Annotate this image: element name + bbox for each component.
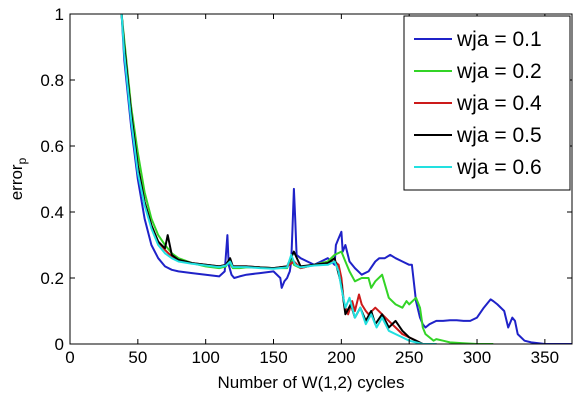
y-tick-label: 0	[55, 335, 64, 354]
x-axis-label: Number of W(1,2) cycles	[217, 373, 404, 392]
legend-entry-label: wja = 0.2	[456, 60, 542, 83]
ticks-layer: 0 50 100 150 200 250 300 350 0 0.2 0.4 0.6 0.8 1	[40, 5, 572, 367]
y-tick-label: 0.8	[40, 71, 64, 90]
y-tick-label: 0.4	[40, 203, 64, 222]
x-tick-label: 150	[259, 348, 287, 367]
x-tick-label: 250	[395, 348, 423, 367]
x-tick-label: 200	[327, 348, 355, 367]
y-axis-label: errorp	[7, 157, 29, 200]
series-line-5	[120, 14, 437, 344]
series-line-2	[120, 14, 494, 344]
x-tick-label: 0	[65, 348, 74, 367]
x-tick-label: 50	[128, 348, 147, 367]
legend-entry-label: wja = 0.5	[456, 124, 542, 147]
legend-entry-label: wja = 0.6	[456, 156, 542, 179]
y-tick-label: 0.6	[40, 137, 64, 156]
x-tick-label: 350	[531, 348, 559, 367]
legend-entry-label: wja = 0.4	[456, 92, 542, 115]
legend-entry-label: wja = 0.1	[456, 28, 542, 51]
legend: wja = 0.1 wja = 0.2 wja = 0.4 wja = 0.5 wja …	[403, 15, 571, 191]
axes-frame	[69, 13, 573, 345]
y-axis-label-sub: p	[15, 157, 29, 164]
y-tick-label: 1	[55, 5, 64, 24]
series-line-4	[120, 14, 437, 344]
x-tick-label: 300	[463, 348, 491, 367]
y-tick-label: 0.2	[40, 269, 64, 288]
series-line-3	[120, 14, 437, 344]
series-layer	[120, 14, 572, 344]
series-line-1	[120, 14, 572, 344]
y-axis-label-main: error	[7, 164, 26, 200]
x-tick-label: 100	[191, 348, 219, 367]
